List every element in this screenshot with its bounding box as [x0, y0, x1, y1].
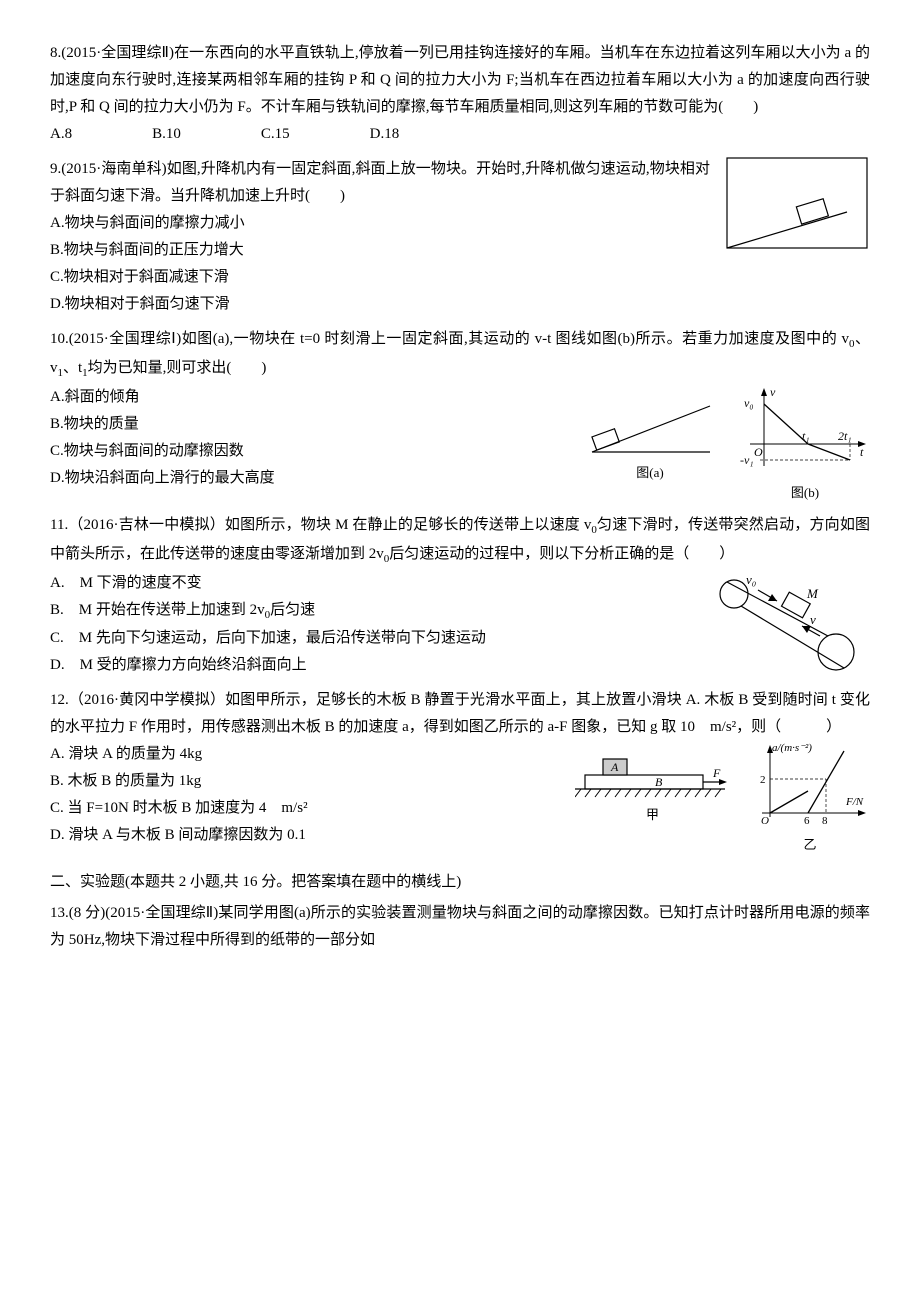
- q10-figures: 图(a) v v₀ -v₁ O: [580, 384, 870, 504]
- q8-options: A.8 B.10 C.15 D.18: [50, 121, 870, 148]
- q10-text: 10.(2015·全国理综Ⅰ)如图(a),一物块在 t=0 时刻滑上一固定斜面,…: [50, 326, 870, 384]
- q11-opt-d: D. M 受的摩擦力方向始终沿斜面向上: [50, 652, 695, 679]
- q9-opt-d: D.物块相对于斜面匀速下滑: [50, 291, 710, 318]
- q9-opt-a: A.物块与斜面间的摩擦力减小: [50, 210, 710, 237]
- svg-text:O: O: [754, 445, 763, 459]
- q10-options: A.斜面的倾角 B.物块的质量 C.物块与斜面间的动摩擦因数 D.物块沿斜面向上…: [50, 384, 565, 492]
- svg-text:a/(m·s⁻²): a/(m·s⁻²): [772, 742, 812, 754]
- svg-text:M: M: [806, 586, 819, 601]
- q9-opt-b: B.物块与斜面间的正压力增大: [50, 237, 710, 264]
- q9-options: A.物块与斜面间的摩擦力减小 B.物块与斜面间的正压力增大 C.物块相对于斜面减…: [50, 210, 710, 318]
- q11-text-a: 11.（2016·吉林一中模拟）如图所示，物块 M 在静止的足够长的传送带上以速…: [50, 517, 591, 533]
- q12-fig-label-a: 甲: [646, 803, 659, 826]
- q10-opt-a: A.斜面的倾角: [50, 384, 565, 411]
- question-9: 9.(2015·海南单科)如图,升降机内有一固定斜面,斜面上放一物块。开始时,升…: [50, 156, 870, 318]
- svg-text:-v₁: -v₁: [740, 453, 754, 467]
- q9-figure: [725, 156, 870, 251]
- q10-incline-diagram: [580, 384, 720, 459]
- section-2-header: 二、实验题(本题共 2 小题,共 16 分。把答案填在题中的横线上): [50, 869, 870, 896]
- svg-text:F: F: [712, 766, 721, 780]
- q10-text-d: 均为已知量,则可求出( ): [88, 360, 267, 376]
- q10-fig-label-b: 图(b): [791, 481, 819, 504]
- svg-text:B: B: [655, 775, 663, 789]
- q10-vt-graph: v v₀ -v₁ O t₁ 2t₁ t: [740, 384, 870, 479]
- q8-text: 8.(2015·全国理综Ⅱ)在一东西向的水平直铁轨上,停放着一列已用挂钩连接好的…: [50, 40, 870, 121]
- q8-opt-d: D.18: [370, 121, 400, 148]
- q10-opt-b: B.物块的质量: [50, 411, 565, 438]
- q8-opt-c: C.15: [261, 121, 290, 148]
- q9-opt-c: C.物块相对于斜面减速下滑: [50, 264, 710, 291]
- q12-opt-a: A. 滑块 A 的质量为 4kg: [50, 741, 560, 768]
- q8-opt-b: B.10: [152, 121, 181, 148]
- question-10: 10.(2015·全国理综Ⅰ)如图(a),一物块在 t=0 时刻滑上一固定斜面,…: [50, 326, 870, 504]
- q12-opt-c: C. 当 F=10N 时木板 B 加速度为 4 m/s²: [50, 795, 560, 822]
- q12-block-diagram: A B F: [575, 741, 730, 801]
- svg-text:v₀: v₀: [746, 572, 756, 587]
- q11-opt-b: B. M 开始在传送带上加速到 2v0后匀速: [50, 597, 695, 626]
- q12-opt-b: B. 木板 B 的质量为 1kg: [50, 768, 560, 795]
- q11-options: A. M 下滑的速度不变 B. M 开始在传送带上加速到 2v0后匀速 C. M…: [50, 570, 695, 680]
- q12-fig-label-b: 乙: [803, 833, 816, 856]
- svg-text:6: 6: [804, 815, 810, 827]
- svg-text:F/N: F/N: [845, 796, 864, 808]
- q11-conveyor-diagram: v₀ v M: [710, 570, 870, 675]
- q10-text-a: 10.(2015·全国理综Ⅰ)如图(a),一物块在 t=0 时刻滑上一固定斜面,…: [50, 331, 849, 347]
- q9-incline-diagram: [725, 156, 870, 251]
- svg-text:t: t: [860, 445, 864, 459]
- q10-opt-c: C.物块与斜面间的动摩擦因数: [50, 438, 565, 465]
- q12-text: 12.（2016·黄冈中学模拟）如图甲所示，足够长的木板 B 静置于光滑水平面上…: [50, 687, 870, 741]
- q12-figures: A B F 甲 a/: [575, 741, 870, 856]
- svg-text:v: v: [770, 385, 776, 399]
- q9-text: 9.(2015·海南单科)如图,升降机内有一固定斜面,斜面上放一物块。开始时,升…: [50, 156, 710, 210]
- svg-text:2t₁: 2t₁: [838, 429, 852, 443]
- svg-text:2: 2: [760, 774, 766, 786]
- q11-opt-c: C. M 先向下匀速运动，后向下加速，最后沿传送带向下匀速运动: [50, 625, 695, 652]
- q11-text-c: 后匀速运动的过程中，则以下分析正确的是（ ）: [389, 546, 734, 562]
- question-11: 11.（2016·吉林一中模拟）如图所示，物块 M 在静止的足够长的传送带上以速…: [50, 512, 870, 679]
- q10-fig-label-a: 图(a): [636, 461, 663, 484]
- q8-opt-a: A.8: [50, 121, 72, 148]
- svg-text:t₁: t₁: [802, 429, 810, 443]
- svg-text:O: O: [761, 815, 769, 827]
- q12-opt-d: D. 滑块 A 与木板 B 间动摩擦因数为 0.1: [50, 822, 560, 849]
- question-8: 8.(2015·全国理综Ⅱ)在一东西向的水平直铁轨上,停放着一列已用挂钩连接好的…: [50, 40, 870, 148]
- svg-text:A: A: [610, 760, 619, 774]
- q10-opt-d: D.物块沿斜面向上滑行的最大高度: [50, 465, 565, 492]
- svg-text:v: v: [810, 612, 816, 627]
- q12-options: A. 滑块 A 的质量为 4kg B. 木板 B 的质量为 1kg C. 当 F…: [50, 741, 560, 849]
- q12-af-graph: a/(m·s⁻²) 2 O 6 8 F/N: [750, 741, 870, 831]
- question-13: 13.(8 分)(2015·全国理综Ⅱ)某同学用图(a)所示的实验装置测量物块与…: [50, 900, 870, 954]
- svg-text:8: 8: [822, 815, 828, 827]
- svg-text:v₀: v₀: [744, 396, 754, 410]
- q10-text-c: 、t: [63, 360, 82, 376]
- q11-opt-a: A. M 下滑的速度不变: [50, 570, 695, 597]
- q11-text: 11.（2016·吉林一中模拟）如图所示，物块 M 在静止的足够长的传送带上以速…: [50, 512, 870, 570]
- q13-text: 13.(8 分)(2015·全国理综Ⅱ)某同学用图(a)所示的实验装置测量物块与…: [50, 900, 870, 954]
- question-12: 12.（2016·黄冈中学模拟）如图甲所示，足够长的木板 B 静置于光滑水平面上…: [50, 687, 870, 856]
- q11-figure: v₀ v M: [710, 570, 870, 675]
